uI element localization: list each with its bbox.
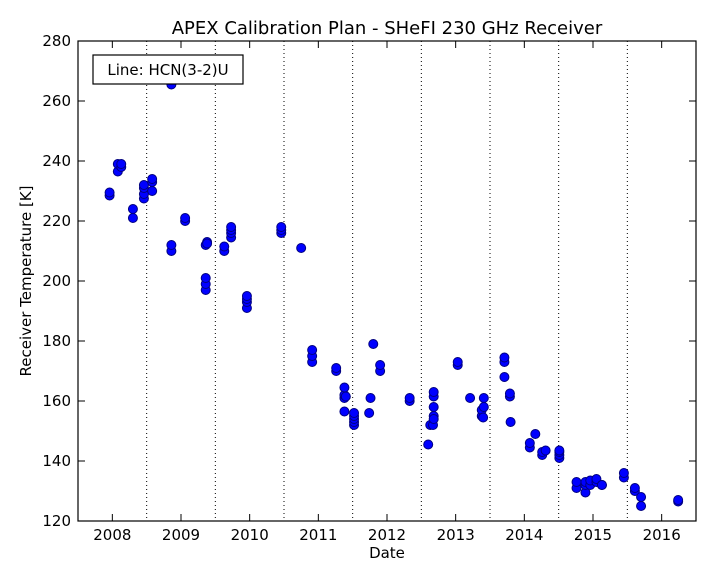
y-tick-label-1: 140: [42, 452, 71, 470]
y-tick-label-8: 280: [42, 32, 71, 50]
data-point-0-12: [147, 186, 158, 196]
x-tick-labels: 2008 2009 2010 2011 2012 2013 2014 2015 2016: [93, 526, 681, 544]
data-point-0-80: [499, 352, 510, 363]
data-point-0-27: [219, 241, 230, 252]
data-point-0-110: [636, 492, 647, 502]
grid-lines: [146, 41, 628, 521]
legend-box: Line: HCN(3-2)U: [92, 54, 244, 85]
x-tick-label-1: 2009: [162, 526, 200, 544]
data-point-0-6: [127, 213, 138, 223]
x-tick-label-4: 2012: [368, 526, 406, 544]
data-point-0-19: [180, 213, 191, 223]
data-point-0-83: [505, 417, 516, 427]
x-axis-label: Date: [369, 544, 405, 562]
data-point-0-14: [147, 174, 158, 184]
data-point-0-104: [596, 480, 607, 490]
data-point-0-95: [571, 477, 582, 487]
x-tick-label-5: 2013: [437, 526, 475, 544]
y-tick-label-6: 240: [42, 152, 71, 170]
y-tick-labels: 120 140 160 180 200 220 240 260 280: [42, 32, 71, 530]
data-point-0-39: [296, 243, 307, 253]
data-point-0-69: [428, 414, 439, 424]
data-point-0-49: [340, 391, 351, 402]
x-tick-label-8: 2016: [643, 526, 681, 544]
line-annotation: Line: HCN(3-2)U: [107, 61, 228, 79]
data-point-0-78: [499, 372, 510, 382]
data-point-0-42: [307, 345, 318, 355]
data-point-0-11: [138, 180, 149, 190]
data-point-0-93: [554, 445, 565, 456]
data-point-0-31: [226, 222, 237, 232]
data-point-0-54: [349, 408, 360, 418]
data-point-0-108: [629, 483, 640, 493]
data-point-0-86: [530, 429, 541, 439]
data-point-0-72: [465, 393, 476, 403]
data-point-0-56: [365, 393, 376, 403]
x-tick-label-7: 2015: [574, 526, 612, 544]
y-tick-label-7: 260: [42, 92, 71, 110]
data-point-0-76: [478, 402, 489, 412]
data-point-0-112: [673, 495, 684, 505]
y-tick-label-3: 180: [42, 332, 71, 350]
y-axis-label: Receiver Temperature [K]: [17, 186, 35, 377]
data-point-0-66: [428, 402, 439, 412]
data-point-0-25: [202, 238, 213, 249]
data-point-0-61: [404, 393, 415, 403]
data-point-0-55: [364, 408, 375, 418]
x-tick-label-3: 2011: [299, 526, 337, 544]
legend-box-frame: [92, 54, 244, 85]
data-point-0-62: [423, 439, 434, 450]
data-point-0-35: [241, 291, 252, 301]
data-point-0-71: [452, 357, 463, 367]
data-point-0-68: [428, 387, 439, 397]
data-point-0-85: [524, 438, 535, 448]
data-point-0-82: [504, 388, 515, 399]
data-point-0-22: [200, 273, 211, 283]
data-point-0-89: [540, 445, 551, 456]
data-point-0-77: [478, 393, 489, 403]
data-point-0-16: [166, 240, 177, 250]
data-point-0-59: [375, 360, 386, 370]
data-points: [104, 79, 684, 511]
data-point-0-48: [339, 382, 350, 393]
x-tick-label-0: 2008: [93, 526, 131, 544]
y-tick-label-0: 120: [42, 512, 71, 530]
data-point-0-5: [116, 159, 127, 169]
data-point-0-106: [618, 468, 629, 478]
y-tick-label-4: 200: [42, 272, 71, 290]
data-point-0-1: [104, 187, 115, 198]
x-tick-label-2: 2010: [231, 526, 269, 544]
x-tick-label-6: 2014: [505, 526, 543, 544]
data-point-0-75: [478, 412, 489, 423]
y-tick-label-2: 160: [42, 392, 71, 410]
y-tick-label-5: 220: [42, 212, 71, 230]
plot-frame: [77, 40, 697, 522]
chart-title: APEX Calibration Plan - SHeFI 230 GHz Re…: [172, 18, 603, 39]
data-point-0-57: [368, 339, 379, 349]
data-point-0-7: [127, 204, 138, 214]
data-point-0-45: [339, 406, 350, 417]
data-point-0-38: [276, 222, 287, 232]
data-point-0-44: [331, 363, 342, 373]
data-point-0-109: [636, 501, 647, 511]
